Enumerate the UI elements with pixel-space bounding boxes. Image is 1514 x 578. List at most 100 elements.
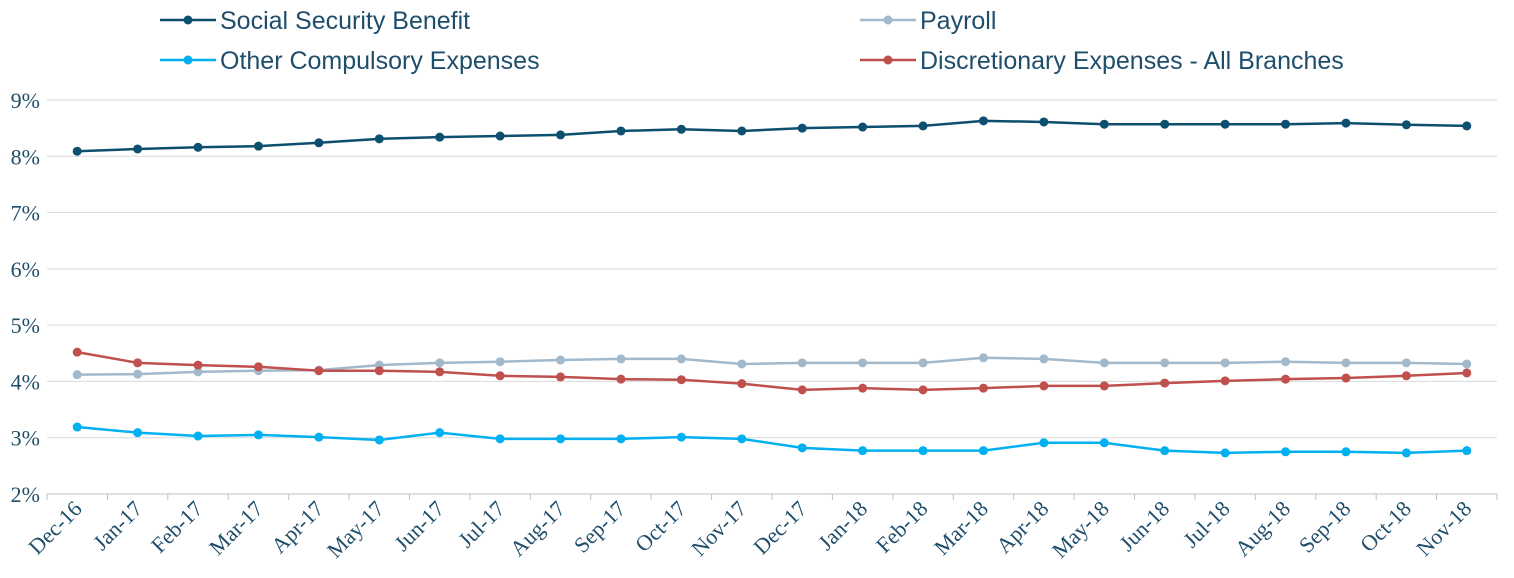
point <box>858 383 868 393</box>
y-tick-label: 7% <box>11 201 40 226</box>
point <box>797 443 807 453</box>
y-tick-label: 4% <box>11 369 40 394</box>
point <box>1401 120 1411 130</box>
point <box>193 360 203 370</box>
point <box>797 123 807 133</box>
point <box>1220 376 1230 386</box>
point <box>556 372 566 382</box>
point <box>616 374 626 384</box>
point <box>1281 447 1291 457</box>
point <box>676 124 686 134</box>
y-tick-label: 3% <box>11 426 40 451</box>
y-tick-label: 8% <box>11 144 40 169</box>
point <box>1099 358 1109 368</box>
point <box>1281 374 1291 384</box>
point <box>797 358 807 368</box>
point <box>978 446 988 456</box>
x-tick-label: Jan-17 <box>88 496 147 555</box>
point <box>1462 121 1472 131</box>
legend-label: Discretionary Expenses - All Branches <box>920 47 1344 75</box>
x-tick-label: Dec-17 <box>748 496 811 559</box>
point <box>616 434 626 444</box>
legend-label: Payroll <box>920 7 996 35</box>
x-tick-label: Oct-18 <box>1355 496 1416 557</box>
point <box>253 430 263 440</box>
point <box>737 379 747 389</box>
point <box>193 367 203 377</box>
point <box>1160 358 1170 368</box>
legend-label: Social Security Benefit <box>220 7 470 35</box>
point <box>1462 368 1472 378</box>
point <box>495 357 505 367</box>
point <box>133 428 143 438</box>
point <box>797 385 807 395</box>
point <box>1401 448 1411 458</box>
point <box>72 146 82 156</box>
point <box>435 358 445 368</box>
x-tick-label: Nov-17 <box>686 496 751 561</box>
point <box>1281 119 1291 129</box>
point <box>374 134 384 144</box>
point <box>1039 381 1049 391</box>
y-tick-label: 5% <box>11 313 40 338</box>
x-tick-label: Jan-18 <box>813 496 872 555</box>
point <box>314 138 324 148</box>
point <box>133 144 143 154</box>
point <box>1401 371 1411 381</box>
point <box>978 383 988 393</box>
point <box>556 130 566 140</box>
point <box>918 121 928 131</box>
point <box>676 375 686 385</box>
x-tick-label: Feb-17 <box>146 496 208 558</box>
point <box>1160 119 1170 129</box>
x-tick-label: Jun-17 <box>389 496 449 556</box>
x-tick-label: Jul-18 <box>1178 496 1235 553</box>
point <box>1099 438 1109 448</box>
x-tick-label: May-17 <box>322 496 389 563</box>
point <box>1220 358 1230 368</box>
point <box>737 434 747 444</box>
point <box>1341 447 1351 457</box>
point <box>193 431 203 441</box>
point <box>72 347 82 357</box>
x-tick-label: Feb-18 <box>871 496 933 558</box>
point <box>1039 117 1049 127</box>
point <box>676 432 686 442</box>
point <box>918 385 928 395</box>
x-tick-label: Jul-17 <box>453 496 510 553</box>
point <box>1341 373 1351 383</box>
point <box>314 432 324 442</box>
point <box>676 354 686 364</box>
point <box>1341 118 1351 128</box>
point <box>1099 381 1109 391</box>
x-tick-label: Mar-17 <box>204 496 268 560</box>
point <box>556 434 566 444</box>
point <box>435 428 445 438</box>
point <box>737 126 747 136</box>
point <box>1462 446 1472 456</box>
point <box>858 122 868 132</box>
point <box>253 362 263 372</box>
point <box>1039 438 1049 448</box>
series-line <box>77 356 1467 376</box>
series-line <box>77 119 1467 153</box>
point <box>133 369 143 379</box>
point <box>374 366 384 376</box>
x-tick-label: Sep-18 <box>1294 496 1356 558</box>
point <box>1039 354 1049 364</box>
point <box>616 354 626 364</box>
y-tick-label: 2% <box>11 482 40 507</box>
point <box>1281 357 1291 367</box>
point <box>495 371 505 381</box>
legend-marker <box>883 15 893 25</box>
x-tick-label: Nov-18 <box>1411 496 1476 561</box>
legend-marker <box>883 55 893 65</box>
point <box>1099 119 1109 129</box>
legend-marker <box>183 55 193 65</box>
x-tick-label: Mar-18 <box>929 496 993 560</box>
x-tick-label: Apr-17 <box>266 496 328 558</box>
point <box>1401 358 1411 368</box>
point <box>1160 446 1170 456</box>
x-tick-label: May-18 <box>1047 496 1114 563</box>
